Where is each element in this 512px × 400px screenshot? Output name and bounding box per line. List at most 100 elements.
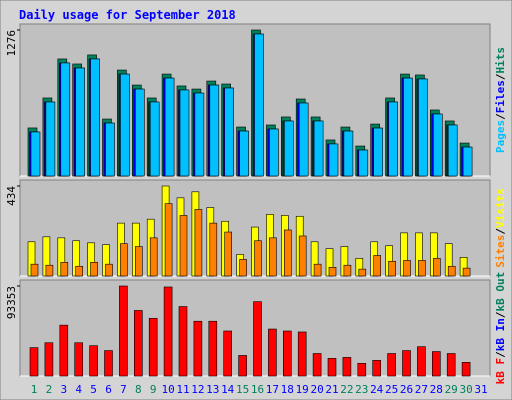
legend-entry: Pages [494, 120, 507, 153]
bar [313, 263, 322, 277]
bar [283, 120, 294, 177]
x-tick-label: 25 [385, 383, 398, 396]
bar [90, 262, 98, 277]
legend: Sites/Visits [494, 188, 507, 268]
x-tick-label: 14 [221, 383, 235, 396]
bar [432, 258, 441, 277]
x-tick-label: 22 [340, 383, 353, 396]
x-tick-label: 5 [90, 383, 97, 396]
bar [163, 286, 173, 377]
legend-entry: kB F [494, 358, 507, 385]
bar [178, 306, 188, 377]
bar [119, 285, 128, 377]
bar [447, 265, 456, 277]
bar [60, 62, 71, 177]
bar [432, 113, 443, 177]
bar [403, 77, 413, 177]
x-tick-label: 30 [459, 383, 472, 396]
bar [461, 362, 471, 377]
bar [417, 346, 426, 377]
bar [74, 342, 83, 377]
bar [373, 255, 382, 277]
bar [60, 262, 69, 277]
bar [89, 345, 98, 377]
bar [418, 260, 426, 277]
bar [283, 229, 292, 277]
legend-entry: Visits [494, 188, 507, 228]
bar [135, 246, 143, 277]
bar [447, 124, 458, 177]
x-tick-label: 15 [236, 383, 249, 396]
bar [328, 143, 339, 177]
x-tick-label: 9 [150, 383, 157, 396]
bar [45, 101, 56, 177]
bar [388, 101, 398, 177]
bar [45, 264, 54, 277]
y-tick-label: 1276 [5, 30, 18, 57]
legend-entry: kB In [494, 318, 507, 351]
bar [387, 353, 396, 377]
bar [30, 131, 41, 177]
bar [254, 240, 262, 277]
legend-entry: Sites [494, 235, 507, 268]
bar [164, 77, 175, 177]
bar [164, 203, 173, 277]
bar [343, 264, 352, 277]
x-tick-label: 8 [135, 383, 142, 396]
bar [194, 92, 205, 177]
bar [343, 130, 354, 177]
x-tick-label: 29 [445, 383, 458, 396]
legend-entry: Hits [494, 47, 507, 74]
x-tick-label: 12 [191, 383, 204, 396]
bar [373, 127, 384, 177]
x-tick-label: 2 [46, 383, 53, 396]
x-tick-label: 1 [31, 383, 38, 396]
bar [105, 263, 113, 277]
bar [357, 362, 367, 377]
bar [209, 84, 220, 177]
bar [239, 130, 249, 177]
bar [209, 222, 218, 277]
bar [75, 265, 83, 277]
bar [148, 317, 158, 377]
bar [208, 320, 218, 377]
bar [402, 350, 411, 377]
x-tick-label: 24 [370, 383, 384, 396]
x-tick-label: 7 [120, 383, 127, 396]
bar [446, 353, 456, 377]
x-tick-label: 6 [105, 383, 112, 396]
bar [462, 146, 473, 177]
bar [269, 237, 277, 277]
y-tick-label: 93353 [5, 286, 18, 319]
bar [282, 330, 292, 377]
x-tick-label: 23 [355, 383, 368, 396]
x-tick-label: 10 [161, 383, 174, 396]
bar [403, 260, 411, 277]
bar [224, 87, 234, 177]
bar [105, 122, 115, 177]
bar [268, 328, 277, 377]
bar [90, 58, 100, 177]
bar [239, 259, 247, 277]
bar [149, 237, 158, 277]
bar [342, 357, 352, 377]
legend-separator: / [494, 311, 507, 318]
x-tick-label: 20 [310, 383, 323, 396]
bar [135, 88, 145, 177]
chart-title: Daily usage for September 2018 [19, 8, 236, 22]
bar [149, 101, 160, 177]
x-tick-label: 27 [415, 383, 428, 396]
bar [254, 33, 264, 177]
bar [134, 310, 143, 377]
legend-entry: kB Out [494, 272, 507, 312]
bar [238, 355, 247, 377]
bar [179, 215, 188, 277]
legend-separator: / [494, 73, 507, 80]
x-tick-label: 31 [474, 383, 487, 396]
x-tick-label: 17 [266, 383, 279, 396]
bar [30, 263, 39, 277]
bar [75, 67, 85, 177]
bar [120, 73, 130, 177]
bar [372, 360, 382, 377]
